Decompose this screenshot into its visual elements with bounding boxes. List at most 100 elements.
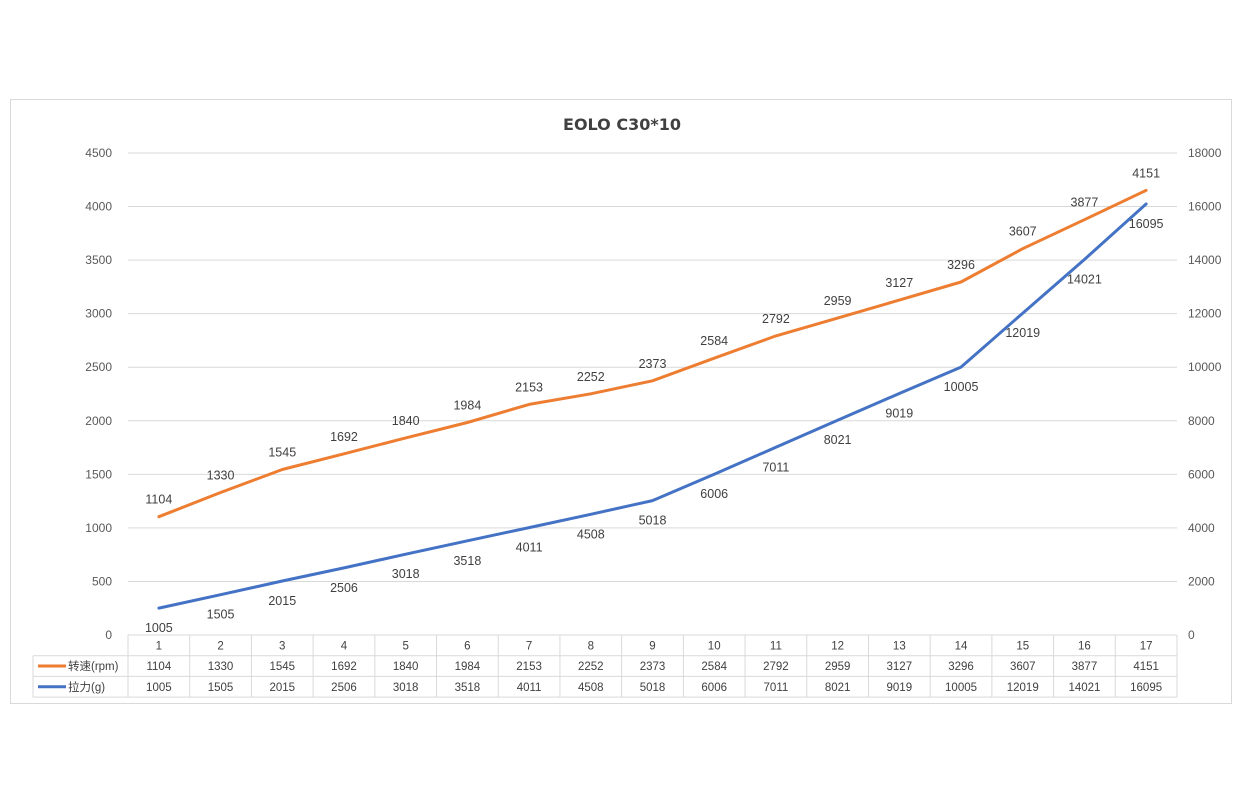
- table-cell: 7011: [764, 682, 789, 694]
- series-line-2: [157, 202, 1148, 610]
- x-axis-tick-label: 13: [893, 641, 906, 653]
- left-axis-tick-label: 3500: [85, 253, 112, 267]
- legend-label: 转速(rpm): [68, 659, 119, 673]
- left-axis-tick-label: 0: [105, 628, 112, 642]
- x-axis-tick-label: 5: [402, 641, 408, 653]
- left-axis-tick-label: 4500: [85, 146, 112, 160]
- table-cell: 2959: [825, 661, 851, 673]
- data-label: 3296: [947, 258, 975, 272]
- table-cell: 2153: [516, 661, 542, 673]
- chart-title: EOLO C30*10: [563, 115, 681, 134]
- table-cell: 2373: [640, 661, 666, 673]
- data-label: 3127: [885, 276, 913, 290]
- data-label: 7011: [762, 460, 789, 474]
- data-label: 3518: [453, 554, 481, 568]
- data-label: 3877: [1071, 196, 1099, 210]
- x-axis-tick-label: 10: [708, 641, 721, 653]
- table-cell: 3877: [1072, 661, 1098, 673]
- data-label: 2506: [330, 581, 358, 595]
- data-label: 4508: [577, 527, 605, 541]
- data-label: 4151: [1132, 166, 1160, 180]
- legend-label: 拉力(g): [68, 680, 105, 694]
- table-cell: 2792: [763, 661, 789, 673]
- data-label: 2584: [700, 334, 728, 348]
- left-axis-tick-label: 3000: [85, 307, 112, 321]
- x-axis-tick-label: 11: [770, 641, 782, 653]
- table-cell: 2252: [578, 661, 604, 673]
- data-label: 1840: [392, 414, 420, 428]
- left-axis-tick-label: 2500: [85, 360, 112, 374]
- data-label: 9019: [885, 406, 913, 420]
- table-cell: 2506: [331, 682, 357, 694]
- data-label: 2959: [824, 294, 852, 308]
- table-cell: 3518: [455, 682, 481, 694]
- x-axis-tick-label: 7: [526, 641, 532, 653]
- left-axis-tick-label: 500: [92, 574, 112, 588]
- right-axis-tick-label: 8000: [1188, 414, 1215, 428]
- data-label: 3607: [1009, 225, 1037, 239]
- table-cell: 14021: [1068, 682, 1100, 694]
- data-label: 1545: [268, 446, 296, 460]
- data-label: 4011: [516, 541, 543, 555]
- data-label: 2373: [639, 357, 667, 371]
- right-axis-tick-label: 12000: [1188, 307, 1222, 321]
- data-label: 12019: [1005, 326, 1040, 340]
- left-axis-tick-label: 1500: [85, 467, 112, 481]
- data-label: 14021: [1067, 273, 1102, 287]
- table-cell: 1545: [269, 661, 295, 673]
- table-cell: 1840: [393, 661, 419, 673]
- left-axis-tick-label: 2000: [85, 414, 112, 428]
- table-cell: 3607: [1010, 661, 1036, 673]
- x-axis-tick-label: 14: [955, 641, 968, 653]
- data-label: 1104: [145, 493, 172, 507]
- left-axis-tick-label: 4000: [85, 200, 112, 214]
- table-cell: 3127: [887, 661, 913, 673]
- right-axis-tick-label: 0: [1188, 628, 1195, 642]
- table-cell: 1005: [146, 682, 172, 694]
- table-cell: 5018: [640, 682, 666, 694]
- data-label: 8021: [824, 433, 852, 447]
- table-cell: 8021: [825, 682, 851, 694]
- table-cell: 16095: [1130, 682, 1162, 694]
- chart-frame: EOLO C30*10 0 500 1000 1500 2000 2500 3000 3500…: [10, 99, 1232, 704]
- x-axis-tick-label: 3: [279, 641, 285, 653]
- data-label: 6006: [700, 487, 728, 501]
- data-label: 2153: [515, 380, 543, 394]
- table-cell: 1692: [331, 661, 357, 673]
- x-axis-tick-label: 4: [341, 641, 348, 653]
- data-label: 3018: [392, 567, 420, 581]
- right-axis-tick-label: 10000: [1188, 360, 1222, 374]
- table-cell: 4508: [578, 682, 604, 694]
- x-axis-tick-label: 6: [464, 641, 470, 653]
- table-cell: 2584: [701, 661, 727, 673]
- x-axis-tick-label: 1: [156, 641, 162, 653]
- data-label: 5018: [639, 514, 667, 528]
- table-cell: 9019: [887, 682, 913, 694]
- x-axis-tick-label: 8: [588, 641, 594, 653]
- data-label: 1984: [453, 398, 481, 412]
- right-axis-tick-label: 6000: [1188, 467, 1215, 481]
- table-cell: 12019: [1007, 682, 1039, 694]
- table-cell: 1505: [208, 682, 234, 694]
- data-label: 1692: [330, 430, 358, 444]
- data-label: 10005: [944, 380, 979, 394]
- table-cell: 10005: [945, 682, 977, 694]
- x-axis-tick-label: 16: [1078, 641, 1091, 653]
- data-label: 1005: [145, 621, 173, 635]
- table-cell: 1984: [455, 661, 481, 673]
- table-cell: 2015: [269, 682, 295, 694]
- table-cell: 1330: [208, 661, 234, 673]
- data-label: 1505: [207, 608, 235, 622]
- table-cell: 4151: [1133, 661, 1159, 673]
- table-cell: 3296: [948, 661, 974, 673]
- series-line-1: [157, 188, 1148, 519]
- x-axis-tick-label: 17: [1140, 641, 1153, 653]
- table-cell: 1104: [146, 661, 171, 673]
- right-axis-tick-label: 16000: [1188, 200, 1222, 214]
- x-axis-tick-label: 9: [649, 641, 655, 653]
- table-cell: 6006: [701, 682, 727, 694]
- x-axis-tick-label: 12: [831, 641, 844, 653]
- table-cell: 3018: [393, 682, 419, 694]
- data-label: 1330: [207, 469, 235, 483]
- right-axis-tick-label: 2000: [1188, 574, 1215, 588]
